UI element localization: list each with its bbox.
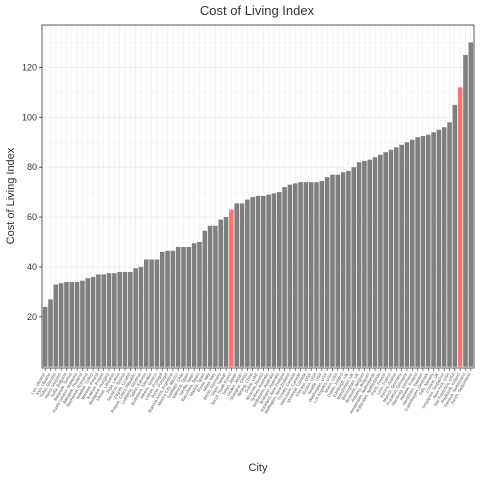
- bar: [335, 174, 341, 367]
- bar: [292, 183, 298, 367]
- bar: [138, 266, 144, 367]
- bar: [175, 247, 181, 367]
- bar: [149, 259, 154, 367]
- bar: [133, 268, 138, 367]
- bar: [234, 203, 240, 367]
- bar: [122, 271, 128, 367]
- bar: [303, 182, 309, 367]
- bar: [340, 172, 346, 367]
- bar: [468, 42, 474, 367]
- bar: [181, 247, 186, 367]
- bar: [436, 129, 442, 367]
- bar: [452, 104, 458, 367]
- bar: [96, 274, 101, 367]
- bar: [58, 283, 64, 367]
- bar: [378, 154, 383, 367]
- bar: [463, 54, 468, 367]
- bar: [276, 192, 282, 367]
- bar: [74, 281, 80, 367]
- bar: [154, 259, 160, 367]
- bar: [351, 167, 357, 367]
- bar: [101, 274, 107, 367]
- bar: [186, 247, 192, 367]
- bar: [319, 180, 325, 367]
- bar: [330, 174, 335, 367]
- bar: [202, 230, 208, 367]
- y-tick-label: 100: [22, 112, 37, 122]
- bar: [223, 217, 229, 367]
- bar: [229, 209, 234, 367]
- y-axis-title: Cost of Living Index: [5, 147, 17, 244]
- bar: [90, 276, 96, 367]
- bar: [404, 142, 410, 367]
- bar: [80, 280, 85, 367]
- bar: [42, 306, 48, 367]
- bars: [42, 42, 474, 367]
- y-tick-label: 60: [27, 212, 37, 222]
- bar: [218, 219, 224, 367]
- bar: [425, 134, 431, 367]
- bar: [64, 281, 69, 367]
- bar: [298, 182, 303, 367]
- bar: [447, 122, 452, 367]
- bar: [383, 152, 388, 367]
- bar: [431, 132, 436, 367]
- bar: [346, 170, 351, 367]
- bar: [420, 136, 426, 367]
- bar: [314, 182, 319, 367]
- bar: [271, 193, 277, 367]
- bar: [388, 149, 394, 367]
- bar: [197, 242, 202, 367]
- bar: [53, 284, 59, 367]
- bar: [266, 194, 271, 367]
- y-axis: 20 40 60 80 100 120: [22, 62, 42, 322]
- bar: [112, 273, 117, 367]
- bar: [372, 157, 378, 367]
- chart-title: Cost of Living Index: [200, 3, 315, 18]
- bar: [117, 271, 122, 367]
- bar: [207, 225, 213, 367]
- bar: [261, 195, 266, 367]
- bar: [170, 250, 176, 367]
- bar: [441, 127, 447, 367]
- bar: [48, 299, 53, 367]
- bar: [399, 144, 404, 367]
- bar: [356, 162, 362, 367]
- bar: [239, 203, 245, 367]
- bar: [457, 87, 463, 367]
- bar: [367, 159, 373, 367]
- y-tick-label: 20: [27, 312, 37, 322]
- bar: [282, 187, 287, 367]
- bar: [362, 160, 367, 367]
- bar: [159, 252, 165, 367]
- bar: [255, 195, 261, 367]
- bar: [324, 177, 330, 367]
- y-tick-label: 40: [27, 262, 37, 272]
- bar: [415, 137, 420, 367]
- bar: [308, 182, 314, 367]
- x-axis-title: City: [249, 462, 268, 474]
- bar: [106, 273, 112, 367]
- bar: [287, 184, 293, 367]
- bar: [165, 250, 170, 367]
- bar: [85, 278, 91, 367]
- bar: [128, 271, 133, 367]
- bar: [191, 243, 197, 367]
- bar: [250, 197, 255, 367]
- bar: [394, 147, 399, 367]
- bar: [409, 139, 415, 367]
- y-tick-label: 120: [22, 62, 37, 72]
- bar: [245, 199, 250, 367]
- bar: [213, 225, 218, 367]
- y-tick-label: 80: [27, 162, 37, 172]
- bar: [69, 281, 75, 367]
- bar: [143, 259, 149, 367]
